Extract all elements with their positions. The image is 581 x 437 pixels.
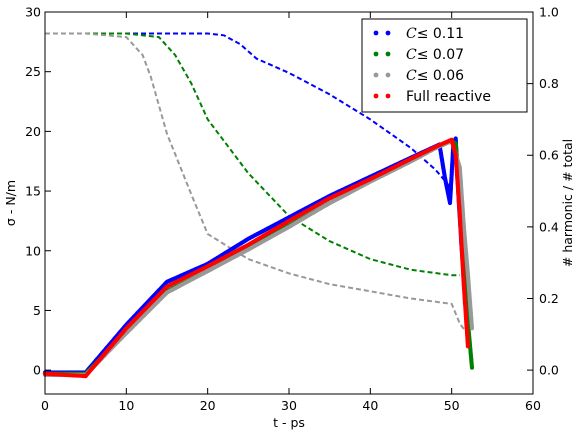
legend-marker [373,30,379,36]
y2-tick-label: 0.2 [539,291,559,306]
stress-series-3-point [465,344,470,349]
y-tick-label: 25 [25,64,41,79]
stress-series-2 [42,138,475,377]
stress-series-3 [42,137,470,379]
ratio-series-line-0 [45,32,453,192]
legend-marker [385,30,391,36]
legend-label: C≤ 0.11 [406,26,464,42]
legend-label: C≤ 0.07 [406,47,464,63]
y-tick-label: 20 [25,124,41,139]
legend-label-symbol: C [406,26,417,42]
y-tick-label: 0 [33,363,41,378]
legend-marker [373,72,379,78]
y2-tick-label: 0.8 [539,76,559,91]
legend-marker [373,51,379,57]
axes-layer: 0 10 20 30 40 50 60 0 5 10 15 20 25 30 0.0 0.2 0.4 0.6 0.8… [25,5,559,414]
legend-marker [373,93,379,99]
legend-label-text: ≤ 0.06 [417,68,464,84]
y2-tick-label: 0.6 [539,148,559,163]
legend-marker [385,93,391,99]
stress-series-1-point [469,365,475,370]
y-tick-label: 5 [33,303,41,318]
y-tick-label: 30 [25,5,41,20]
x-tick-label: 60 [525,398,541,413]
ratio-series-line-2 [45,32,469,335]
stress-series-2-point [469,326,475,331]
legend-label-text: Full reactive [406,89,491,105]
series-layer [42,32,475,379]
x-tick-label: 10 [118,398,134,413]
legend-label-symbol: C [406,47,417,63]
legend-marker [385,51,391,57]
y2-tick-label: 0.0 [539,363,559,378]
y-tick-label: 15 [25,184,41,199]
x-tick-label: 20 [200,398,216,413]
y-axis-label: σ - N/m [3,180,18,226]
legend-label-text: ≤ 0.07 [417,47,464,63]
legend-marker [385,72,391,78]
x-tick-label: 0 [41,398,49,413]
stress-series-1 [42,138,475,376]
y-tick-label: 10 [25,243,41,258]
stress-series-0 [42,136,467,375]
x-axis-label: t - ps [273,415,305,430]
legend-label-symbol: C [406,68,417,84]
y2-axis-label: # harmonic / # total [560,139,575,267]
legend-label: C≤ 0.06 [406,68,464,84]
y2-tick-label: 1.0 [539,5,559,20]
y2-tick-label: 0.4 [539,219,559,234]
legend-label-text: ≤ 0.11 [417,26,464,42]
ratio-series-line-1 [45,32,460,277]
x-tick-label: 30 [281,398,297,413]
x-tick-label: 40 [362,398,378,413]
x-tick-label: 50 [444,398,460,413]
legend-label: Full reactive [406,89,491,105]
